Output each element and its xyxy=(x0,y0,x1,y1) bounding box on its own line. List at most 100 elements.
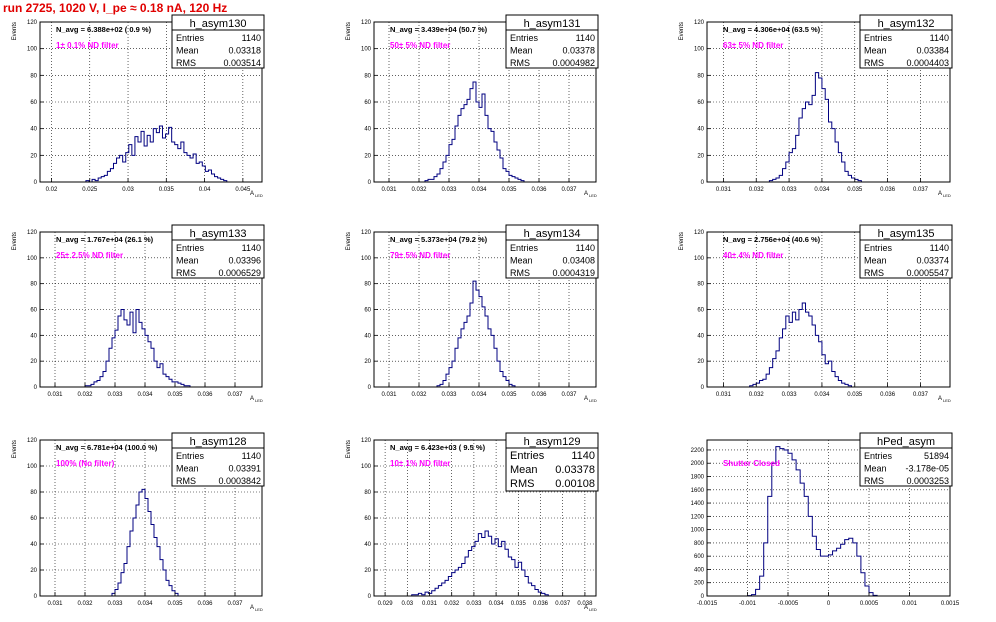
y-tick-label: 1800 xyxy=(691,475,705,481)
x-axis-label: A xyxy=(938,191,942,197)
histogram-pad-2: 0.031 0.032 0.033 0.034 0.035 0.036 0.037 0 20 40… xyxy=(679,14,953,198)
histogram-name: h_asym134 xyxy=(524,228,581,240)
histogram-bin xyxy=(461,109,464,182)
y-axis-label: Events xyxy=(12,22,18,40)
histogram-bin xyxy=(804,496,808,596)
histogram-bin xyxy=(816,550,820,596)
histogram-bin xyxy=(452,139,455,182)
stats-box xyxy=(505,224,599,279)
y-tick-label: 100 xyxy=(27,256,38,262)
y-tick-label: 120 xyxy=(694,20,705,26)
histogram-bin xyxy=(479,107,482,182)
histogram-bin xyxy=(515,567,518,596)
y-tick-label: 800 xyxy=(694,541,705,547)
histogram-bin xyxy=(829,122,832,182)
y-axis-label: Events xyxy=(679,22,685,40)
y-tick-label: 120 xyxy=(27,230,38,236)
stats-label: RMS xyxy=(176,476,196,486)
histogram-bin xyxy=(825,364,828,387)
stats-label: Entries xyxy=(510,450,545,462)
histogram-bin xyxy=(806,102,809,182)
navg-label: N_avg = 5.373e+04 (79.2 %) xyxy=(390,235,488,244)
histogram-bin xyxy=(187,155,190,182)
histogram-bin xyxy=(138,142,141,182)
x-tick-label: 0.001 xyxy=(902,601,918,607)
histogram-bin xyxy=(833,551,837,596)
x-tick-label: 0.03 xyxy=(401,601,413,607)
histogram-bin xyxy=(796,470,800,596)
x-tick-label: 0.037 xyxy=(913,187,929,193)
filter-annotation: 100% (No filter) xyxy=(56,459,115,468)
stats-box xyxy=(171,14,265,69)
y-tick-label: 80 xyxy=(364,490,371,496)
stats-value: 1140 xyxy=(571,450,595,462)
filter-annotation: 63± 5% ND filter xyxy=(723,41,783,50)
x-tick-label: 0.035 xyxy=(501,187,517,193)
histogram-bin xyxy=(145,499,148,597)
x-tick-label: 0.037 xyxy=(555,601,571,607)
y-tick-label: 60 xyxy=(30,100,37,106)
histogram-bin xyxy=(824,556,828,596)
x-tick-label: 0.04 xyxy=(199,187,211,193)
histogram-bin xyxy=(156,133,159,182)
stats-box xyxy=(171,224,265,279)
filter-annotation: 79± 5% ND filter xyxy=(390,251,450,260)
histogram-line xyxy=(85,125,228,183)
histogram-bin xyxy=(205,171,208,182)
histogram-bin xyxy=(124,320,127,387)
x-tick-label: 0.032 xyxy=(411,392,427,398)
x-tick-label: 0 xyxy=(827,601,831,607)
histogram-bin xyxy=(462,564,465,597)
histogram-bin xyxy=(172,142,175,182)
x-tick-label: 0.034 xyxy=(471,392,487,398)
histogram-bin xyxy=(796,320,799,387)
stats-label: RMS xyxy=(864,58,884,68)
histogram-bin xyxy=(464,322,467,387)
stats-label: Mean xyxy=(176,464,199,474)
x-tick-label: 0.031 xyxy=(716,187,732,193)
y-tick-label: 40 xyxy=(364,127,371,133)
histogram-bin xyxy=(123,162,126,182)
histogram-bin xyxy=(792,312,795,387)
histogram-bin xyxy=(498,547,501,596)
histogram-name: h_asym128 xyxy=(190,436,247,448)
stats-value: 0.0004403 xyxy=(906,58,949,68)
y-tick-label: 120 xyxy=(361,438,372,444)
histogram-bin xyxy=(467,316,470,387)
stats-label: Entries xyxy=(864,33,893,43)
histogram-bin xyxy=(760,576,764,596)
stats-label: RMS xyxy=(864,476,884,486)
histogram-bin xyxy=(488,329,491,387)
x-tick-label: 0.035 xyxy=(167,601,183,607)
x-tick-label: 0.032 xyxy=(411,187,427,193)
y-tick-label: 60 xyxy=(364,308,371,314)
y-tick-label: 60 xyxy=(697,308,704,314)
navg-label: N_avg = 2.756e+04 (40.6 %) xyxy=(723,235,821,244)
histogram-bin xyxy=(476,290,479,387)
histogram-pad-1: 0.031 0.032 0.033 0.034 0.035 0.036 0.037 0 20 40… xyxy=(346,14,599,198)
y-tick-label: 80 xyxy=(697,282,704,288)
histogram-bin xyxy=(488,536,491,596)
stats-box xyxy=(505,432,599,492)
y-tick-label: 60 xyxy=(30,516,37,522)
histogram-bin xyxy=(482,538,485,597)
y-tick-label: 100 xyxy=(361,464,372,470)
y-tick-label: 40 xyxy=(30,542,37,548)
stats-value: 1140 xyxy=(576,243,595,253)
histogram-bin xyxy=(172,382,175,387)
x-tick-label: 0.036 xyxy=(880,187,896,193)
navg-label: N_avg = 6.423e+03 ( 9.5 %) xyxy=(390,443,486,452)
x-axis-label-subscript: LED xyxy=(943,398,951,403)
stats-value: 0.0004982 xyxy=(552,58,595,68)
stats-label: Entries xyxy=(510,243,539,253)
histogram-bin xyxy=(812,536,816,596)
x-axis-label: A xyxy=(250,605,254,611)
histogram-bin xyxy=(841,544,845,596)
y-tick-label: 400 xyxy=(694,567,705,573)
histogram-pad-0: 0.02 0.025 0.03 0.035 0.04 0.045 0 20 40 60 80 100 1… xyxy=(12,14,265,198)
y-tick-label: 120 xyxy=(361,20,372,26)
filter-annotation: Shutter Closed xyxy=(723,459,780,468)
histogram-bin xyxy=(485,531,488,596)
x-tick-label: 0.033 xyxy=(466,601,482,607)
